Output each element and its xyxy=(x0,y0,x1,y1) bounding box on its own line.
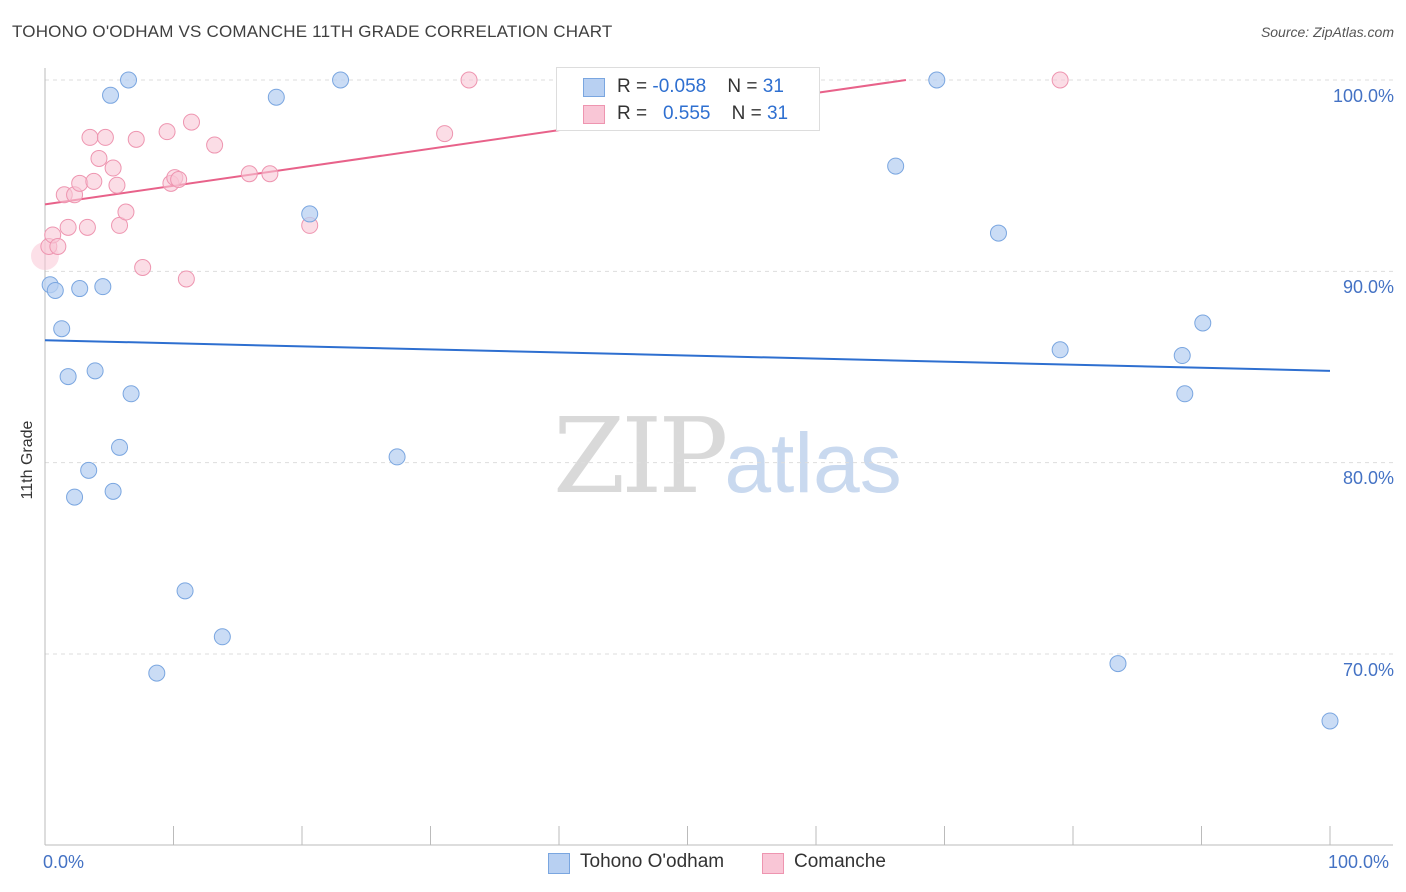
y-tick-label-90: 90.0% xyxy=(1342,277,1394,297)
comanche-point xyxy=(240,165,258,183)
tohono-point xyxy=(1173,347,1191,365)
comanche-point xyxy=(108,176,126,194)
tohono-point xyxy=(53,320,71,338)
legend-n-value: 31 xyxy=(762,76,784,97)
tohono-point xyxy=(148,664,166,682)
tohono-point xyxy=(887,157,905,175)
tohono-points xyxy=(41,71,1339,730)
comanche-points xyxy=(31,71,1069,288)
chart-title: TOHONO O'ODHAM VS COMANCHE 11TH GRADE CO… xyxy=(12,22,613,41)
y-tick-label-80: 80.0% xyxy=(1342,468,1394,488)
comanche-point xyxy=(1051,71,1069,89)
legend-swatch-pink xyxy=(762,853,784,874)
legend-n-value: 31 xyxy=(766,103,789,124)
comanche-point xyxy=(96,128,114,146)
x-tick-label-max: 100.0% xyxy=(1328,852,1390,872)
comanche-point xyxy=(49,237,67,255)
comanche-point xyxy=(206,136,224,154)
comanche-point xyxy=(78,218,96,236)
axes xyxy=(44,68,1393,846)
legend-label-tohono: Tohono O'odham xyxy=(580,851,725,872)
tohono-point xyxy=(122,385,140,403)
tohono-point xyxy=(989,224,1007,242)
source-label: Source: ZipAtlas.com xyxy=(1260,24,1394,40)
tohono-point xyxy=(66,488,84,506)
comanche-point xyxy=(81,128,99,146)
x-tick-label-min: 0.0% xyxy=(43,852,85,872)
legend-swatch-pink xyxy=(583,105,605,124)
comanche-point xyxy=(90,149,108,167)
comanche-point xyxy=(59,218,77,236)
tohono-point xyxy=(301,205,319,223)
legend-r-value: -0.058 xyxy=(652,76,707,97)
comanche-point xyxy=(460,71,478,89)
tohono-point xyxy=(1109,655,1127,673)
legend-swatch-blue xyxy=(583,78,605,97)
legend-swatch-blue xyxy=(548,853,570,874)
tohono-point xyxy=(59,368,77,386)
tohono-point xyxy=(176,582,194,600)
comanche-point xyxy=(117,203,135,221)
tohono-point xyxy=(120,71,138,89)
tohono-point xyxy=(1321,712,1339,730)
tohono-point xyxy=(102,86,120,104)
comanche-point xyxy=(127,130,145,148)
tohono-point xyxy=(94,278,112,296)
tohono-point xyxy=(1194,314,1212,332)
y-tick-label-70: 70.0% xyxy=(1342,660,1394,680)
tohono-point xyxy=(213,628,231,646)
tohono-point xyxy=(104,482,122,500)
legend-r-label: R = xyxy=(617,76,653,97)
comanche-point xyxy=(71,174,89,192)
tohono-point xyxy=(388,448,406,466)
comanche-point xyxy=(182,113,200,131)
correlation-legend: R = -0.058 N = 31 R = 0.555 N = 31 xyxy=(556,67,820,131)
comanche-point xyxy=(134,259,152,277)
y-tick-label-100: 100.0% xyxy=(1332,86,1394,106)
comanche-point xyxy=(436,125,454,143)
tohono-point xyxy=(46,281,64,299)
legend-n-label: N = xyxy=(727,76,763,97)
tohono-point xyxy=(1176,385,1194,403)
legend-n-label: N = xyxy=(731,103,767,124)
watermark-zip: ZIP xyxy=(553,395,728,517)
tohono-point xyxy=(928,71,946,89)
comanche-point xyxy=(170,170,188,188)
trend-line-tohono xyxy=(44,339,1331,372)
comanche-point xyxy=(177,270,195,288)
comanche-point xyxy=(158,123,176,141)
comanche-point xyxy=(85,172,103,190)
legend-r-label: R = xyxy=(617,103,653,124)
tohono-point xyxy=(267,88,285,106)
tohono-point xyxy=(86,362,104,380)
comanche-point xyxy=(261,165,279,183)
tohono-point xyxy=(80,461,98,479)
tohono-point xyxy=(111,438,129,456)
comanche-point xyxy=(104,159,122,177)
legend-r-value: 0.555 xyxy=(662,103,711,124)
tohono-point xyxy=(1051,341,1069,359)
tohono-point xyxy=(332,71,350,89)
legend-label-comanche: Comanche xyxy=(794,851,886,872)
tohono-point xyxy=(71,280,89,298)
